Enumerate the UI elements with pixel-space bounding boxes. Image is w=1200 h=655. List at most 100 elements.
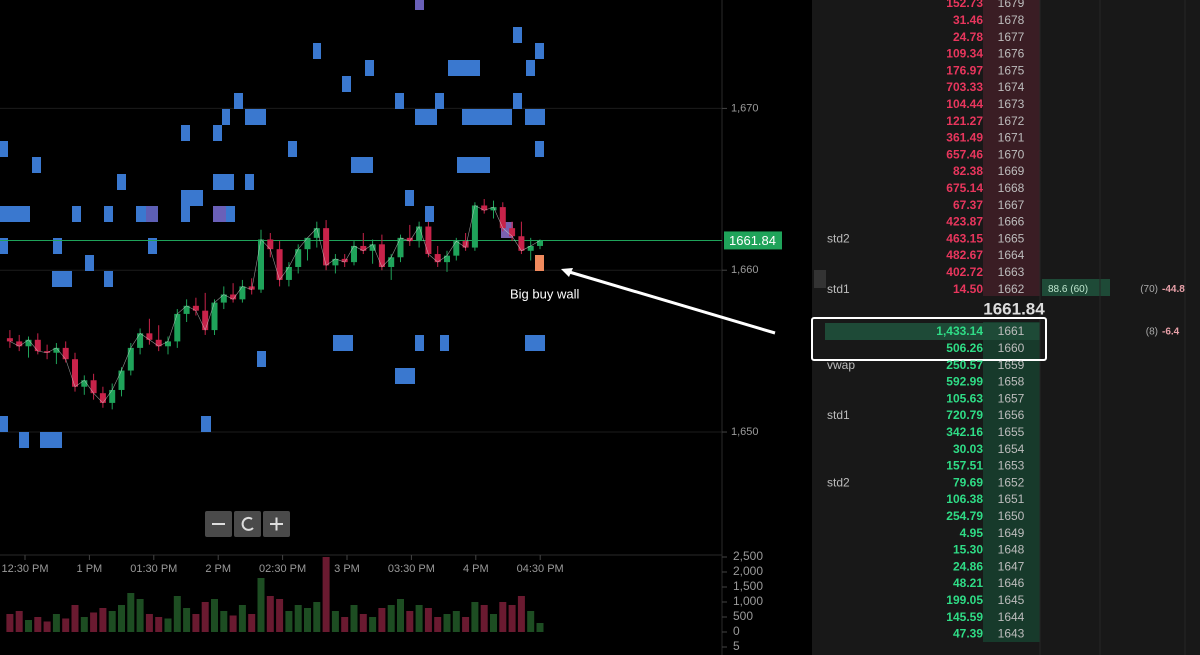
candle-body xyxy=(276,249,283,280)
ladder-size: 482.67 xyxy=(946,248,983,262)
candle-body xyxy=(118,370,125,390)
candle-body xyxy=(425,226,432,255)
ladder-count: (70) xyxy=(1140,284,1158,295)
ladder-price: 1657 xyxy=(998,391,1025,405)
x-tick-label: 2 PM xyxy=(205,563,231,575)
volume-bar xyxy=(341,616,349,632)
candle-body xyxy=(211,302,218,331)
candle-body xyxy=(462,241,469,248)
candle-body xyxy=(509,228,516,237)
volume-bar xyxy=(62,618,70,632)
volume-bar xyxy=(118,604,125,632)
ladder-size: 254.79 xyxy=(946,509,983,523)
candle-body xyxy=(453,241,460,256)
ladder-price: 1656 xyxy=(998,408,1025,422)
volume-bar xyxy=(480,604,488,632)
volume-bar xyxy=(471,601,479,632)
candle-body xyxy=(34,339,41,352)
volume-bar xyxy=(276,598,284,632)
volume-bar xyxy=(387,604,395,632)
candle-body xyxy=(109,389,116,403)
ladder-price: 1652 xyxy=(998,475,1025,489)
volume-bar xyxy=(285,610,293,632)
candle-body xyxy=(332,258,339,266)
ladder-price: 1673 xyxy=(998,97,1025,111)
bid-depth xyxy=(983,322,1040,642)
volume-bar xyxy=(155,616,163,632)
ladder-size: 176.97 xyxy=(946,63,983,77)
volume-tick-label: 500 xyxy=(733,609,753,623)
candle-body xyxy=(53,347,60,353)
candle-body xyxy=(481,205,488,211)
ladder-price: 1648 xyxy=(998,543,1025,557)
x-tick-label: 01:30 PM xyxy=(130,563,177,575)
ladder-price: 1667 xyxy=(998,198,1025,212)
x-tick-label: 03:30 PM xyxy=(388,563,435,575)
ladder-size: 31.46 xyxy=(953,13,983,27)
volume-bar xyxy=(508,604,516,632)
volume-bar xyxy=(25,619,32,632)
volume-bar xyxy=(136,598,144,632)
collapse-button[interactable] xyxy=(814,270,826,288)
zoom-in-icon xyxy=(270,517,283,531)
volume-bar xyxy=(294,604,302,632)
ladder-size: 47.39 xyxy=(953,627,983,641)
buy-wall-block xyxy=(535,255,544,271)
last-price-label: 1661.84 xyxy=(729,233,776,248)
reset-button[interactable] xyxy=(234,511,261,537)
ladder-size: 342.16 xyxy=(946,425,983,439)
zoom-controls xyxy=(205,511,290,537)
volume-bar xyxy=(238,604,246,632)
x-tick-label: 04:30 PM xyxy=(517,563,564,575)
volume-bar xyxy=(257,577,265,632)
candle-body xyxy=(146,333,153,340)
ladder-tag: std1 xyxy=(827,408,850,422)
ladder: 1661.84 152.73 1679 31.46 1678 24.78 1677 109.… xyxy=(811,0,1186,655)
ladder-price: 1646 xyxy=(998,576,1025,590)
ladder-size: 463.15 xyxy=(946,231,983,245)
candle-body xyxy=(323,228,330,266)
volume-bar xyxy=(211,598,218,632)
volume-bar xyxy=(331,610,339,632)
ladder-size: 423.87 xyxy=(946,215,983,229)
highlight-box xyxy=(811,317,1047,361)
bid-highlight xyxy=(825,323,1040,340)
volume-bar xyxy=(43,621,51,632)
x-tick-label: 1 PM xyxy=(77,563,103,575)
ladder-price: 1658 xyxy=(998,375,1025,389)
ladder-price: 1671 xyxy=(998,131,1025,145)
volume-bar xyxy=(406,610,414,632)
ladder-price: 1651 xyxy=(998,492,1025,506)
ladder-price: 1654 xyxy=(998,442,1025,456)
candle-body xyxy=(378,244,385,267)
volume-bar xyxy=(397,598,404,632)
ladder-size: 24.86 xyxy=(953,559,983,573)
ladder-size: 675.14 xyxy=(946,181,983,195)
ladder-price: 1674 xyxy=(998,80,1025,94)
ladder-size: 145.59 xyxy=(946,610,983,624)
ladder-price: 1665 xyxy=(998,231,1025,245)
volume-bar xyxy=(90,612,98,632)
volume-tick-label: 1,000 xyxy=(733,594,763,608)
volume-bar xyxy=(350,604,358,632)
volume-bar xyxy=(145,613,153,632)
candle-body xyxy=(25,339,32,347)
candle-body xyxy=(72,359,78,387)
ladder-price: 1660 xyxy=(998,341,1025,355)
volume-bar xyxy=(462,616,470,632)
volume-bar xyxy=(369,616,377,632)
ask-depth xyxy=(983,0,1040,296)
y-tick-label: 1,650 xyxy=(731,426,759,438)
ladder-size: 157.51 xyxy=(946,459,983,473)
ladder-price: 1668 xyxy=(998,181,1025,195)
ladder-size: 152.73 xyxy=(946,0,983,10)
candle-body xyxy=(81,380,88,387)
volume-bar xyxy=(52,613,60,632)
candle-body xyxy=(230,294,237,300)
candle-body xyxy=(267,239,274,250)
candle-body xyxy=(239,286,246,300)
candle-body xyxy=(444,255,450,263)
candle-body xyxy=(388,257,395,267)
candle-body xyxy=(285,266,292,280)
volume-bar xyxy=(127,592,135,632)
